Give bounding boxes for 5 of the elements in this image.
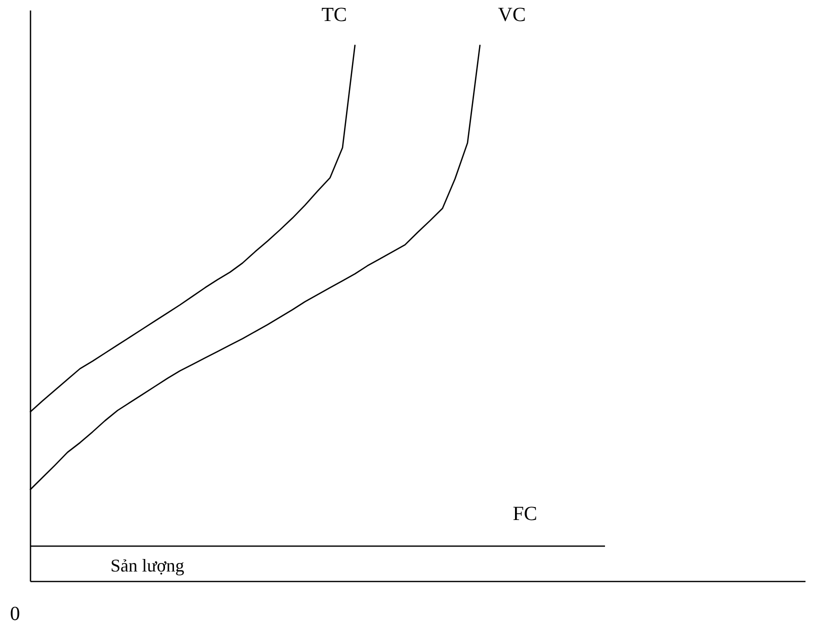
x-axis-title: Sản lượng <box>110 556 184 576</box>
text: 0 <box>10 603 20 623</box>
series-label: FC <box>512 503 538 526</box>
series-label: TC <box>321 4 347 26</box>
series-label: VC <box>498 4 526 26</box>
